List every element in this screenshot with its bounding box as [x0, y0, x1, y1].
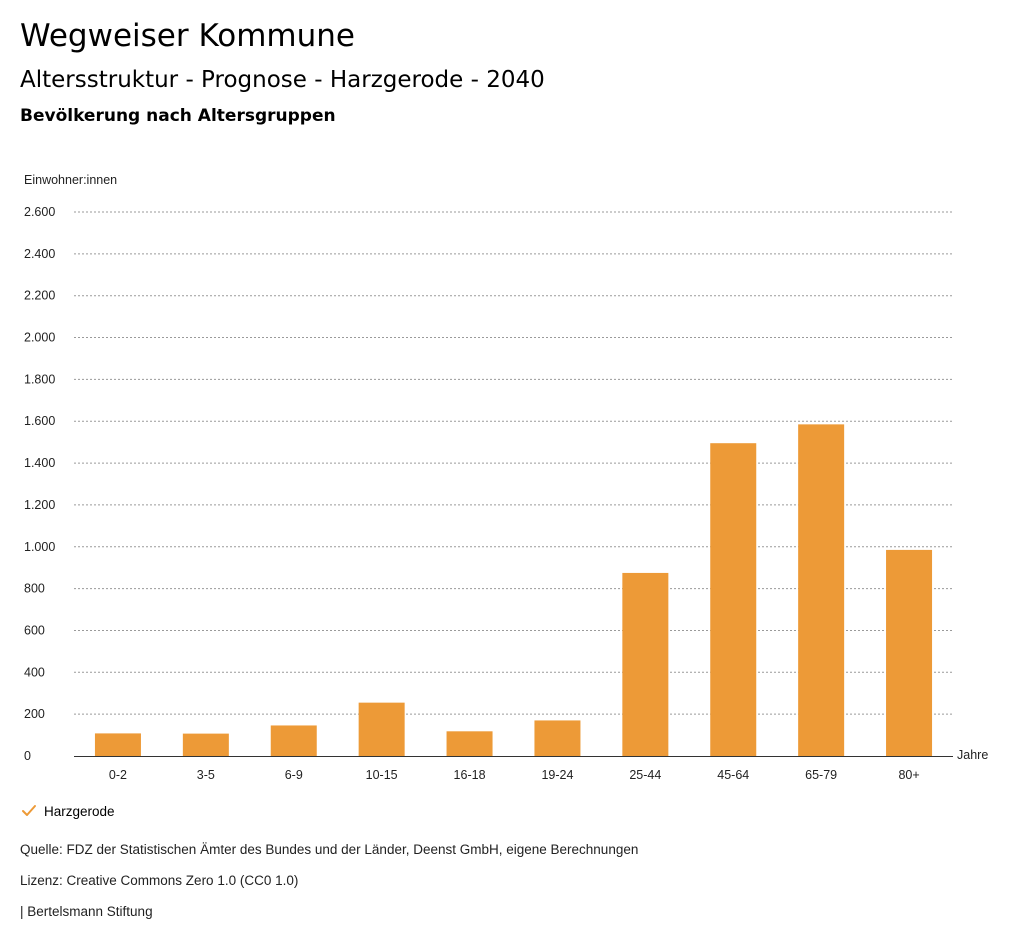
y-tick-label: 400: [24, 665, 45, 679]
x-tick-label: 25-44: [629, 768, 661, 782]
y-tick-label: 200: [24, 707, 45, 721]
license-note: Lizenz: Creative Commons Zero 1.0 (CC0 1…: [20, 873, 299, 888]
publisher-note: | Bertelsmann Stiftung: [20, 904, 153, 919]
y-tick-label: 1.000: [24, 540, 55, 554]
x-axis-label: Jahre: [957, 748, 988, 762]
source-note: Quelle: FDZ der Statistischen Ämter des …: [20, 842, 639, 857]
bar[interactable]: [94, 733, 141, 756]
check-icon: [22, 805, 36, 816]
bar[interactable]: [182, 733, 229, 756]
y-axis-label: Einwohner:innen: [24, 173, 117, 187]
y-tick-label: 0: [24, 749, 31, 763]
legend-label: Harzgerode: [44, 803, 115, 819]
y-tick-label: 800: [24, 582, 45, 596]
bar[interactable]: [270, 725, 317, 756]
legend-item[interactable]: Harzgerode: [20, 802, 115, 820]
bar-chart: Einwohner:innen 0 200 400 600 800 1.000 1.200 1…: [24, 173, 988, 782]
bar[interactable]: [358, 702, 405, 756]
bar[interactable]: [622, 572, 669, 756]
bar[interactable]: [710, 443, 757, 756]
y-tick-label: 2.400: [24, 247, 55, 261]
x-tick-label: 6-9: [285, 768, 303, 782]
x-tick-label: 16-18: [454, 768, 486, 782]
x-tick-label: 3-5: [197, 768, 215, 782]
chart-heading: Bevölkerung nach Altersgruppen: [20, 106, 336, 126]
bars-layer: [94, 424, 933, 756]
x-tick-label: 45-64: [717, 768, 749, 782]
y-tick-label: 2.000: [24, 331, 55, 345]
bar[interactable]: [798, 424, 845, 756]
y-tick-label: 2.600: [24, 205, 55, 219]
y-tick-label: 600: [24, 623, 45, 637]
y-tick-label: 2.200: [24, 289, 55, 303]
x-tick-label: 0-2: [109, 768, 127, 782]
y-tick-label: 1.400: [24, 456, 55, 470]
bar[interactable]: [886, 549, 933, 756]
x-tick-label: 19-24: [541, 768, 573, 782]
x-tick-label: 80+: [898, 768, 919, 782]
y-tick-label: 1.200: [24, 498, 55, 512]
y-tick-label: 1.800: [24, 372, 55, 386]
page-subtitle: Altersstruktur - Prognose - Harzgerode -…: [20, 67, 545, 93]
bar[interactable]: [534, 720, 581, 756]
page-title: Wegweiser Kommune: [20, 18, 355, 54]
labels-layer: 0 200 400 600 800 1.000 1.200 1.400 1.600 1.800 2.…: [24, 205, 920, 782]
x-tick-label: 10-15: [366, 768, 398, 782]
y-tick-label: 1.600: [24, 414, 55, 428]
x-tick-label: 65-79: [805, 768, 837, 782]
bar[interactable]: [446, 731, 493, 756]
